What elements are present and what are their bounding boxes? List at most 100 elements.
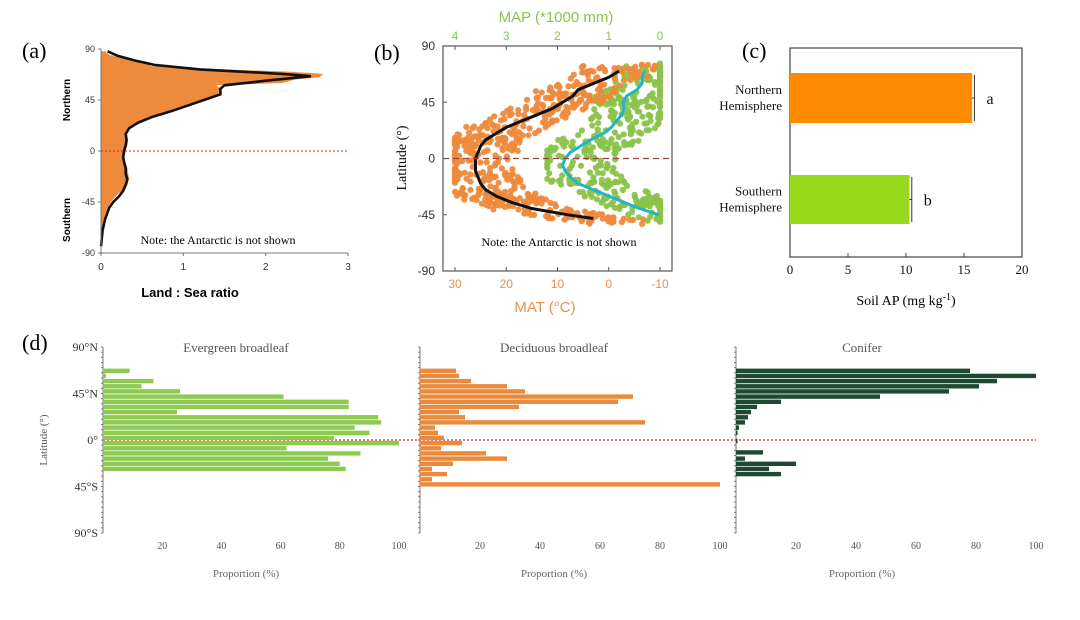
panel-b-map-point [597,157,604,164]
panel-b-top-tick-label: 2 [554,29,561,43]
panel-c-category-label: Southern [735,184,782,199]
panel-a-xtick-label: 2 [263,262,269,273]
panel-b-map-point [587,149,594,156]
panel-b-bottom-tick-label: -10 [651,277,669,291]
panel-d-bar [736,420,745,425]
panel-d-bar [736,456,745,461]
panel-b-mat-point [552,203,560,210]
panel-b-mat-point [532,88,540,95]
panel-b-map-point [654,121,661,128]
panel-b-map-point [639,113,646,120]
panel-d-xtick-label: 80 [971,541,981,552]
panel-b-map-point [631,191,638,198]
panel-b-map-point [604,181,611,188]
panel-b-label: (b) [374,40,400,65]
panel-b-map-point [620,131,627,138]
panel-a-label: (a) [22,38,46,63]
panel-d-ytick-label: 0° [87,433,98,447]
panel-d-bar [103,451,361,456]
panel-b-map-point [624,182,631,189]
panel-b-mat-point [538,89,545,96]
panel-b-map-point [633,200,641,207]
panel-b-top-tick-label: 4 [452,29,459,43]
panel-d-bar [420,415,465,420]
panel-a-ytick-label: -45 [82,197,95,207]
panel-d-bar [736,471,781,477]
panel-b-mat-point [505,203,512,210]
panel-b-mat-point [491,113,498,120]
panel-b-mat-point [627,77,634,84]
panel-b-mat-point [582,104,589,111]
panel-b-map-point [593,196,601,203]
panel-d-xtick-label: 60 [911,541,921,552]
panel-b-mat-point [532,190,539,197]
panel-b-mat-point [515,107,522,114]
panel-d-bar [103,420,382,425]
panel-d-bar [736,384,979,389]
panel-b-map-point [576,188,583,195]
panel-d-ytick-label: 45°N [73,387,99,401]
panel-b-map-point [656,102,664,109]
panel-b-map-point [629,127,636,135]
panel-b-map-point [605,177,612,184]
panel-d-bar [420,420,645,425]
panel-b-mat-point [486,116,494,123]
panel-b-map-point [604,145,611,152]
panel-d-ytick-label: 45°S [75,480,98,494]
panel-d-bar [103,415,379,420]
panel-b-mat-point [480,149,488,156]
panel-b-bottom-tick-label: 10 [551,277,565,291]
panel-b-mat-point [494,141,501,148]
panel-b-bottom-tick-label: 30 [448,277,462,291]
panel-b-map-point [555,136,562,144]
panel-d-bar [103,404,349,410]
panel-b-mat-point [611,65,618,72]
panel-d-xtick-label: 40 [535,541,545,552]
panel-b-map-point [588,193,595,200]
panel-c-xtick-label: 20 [1016,262,1029,277]
panel-b-ytick-label: 90 [422,39,436,53]
panel-b-mat-point [651,62,659,70]
panel-b-map-point [560,143,568,150]
panel-b-mat-point [620,65,627,72]
panel-b-map-point [647,213,654,220]
panel-b-mat-point [487,183,494,190]
panel-b-map-point [549,177,556,184]
panel-b-mat-point [461,169,468,176]
panel-b-mat-point [471,123,478,130]
panel-b-map-point [590,178,597,185]
panel-b-map-point [656,74,664,81]
panel-b-mat-point [477,131,484,138]
panel-d-bar [420,394,633,399]
panel-d-ylabel: Latitude (°) [38,414,50,465]
panel-b-mat-point [467,178,474,185]
panel-b-map-point [647,112,654,119]
panel-d-xlabel: Proportion (%) [213,568,280,580]
panel-b-mat-point [507,105,514,112]
panel-d-bar [420,399,618,404]
panel-d-bar [103,409,177,415]
panel-d-bar [103,461,340,466]
panel-d-bar [420,446,441,451]
panel-b-mat-point [636,68,643,75]
panel-c-category-label: Hemisphere [719,98,782,113]
panel-a-ytick-label: 45 [85,95,95,105]
panel-b-map-point [577,162,585,169]
panel-b-map-point [630,94,637,101]
panel-b-map-point [575,132,582,139]
panel-b-top-axis-label: MAP (*1000 mm) [499,9,614,26]
panel-b-mat-point [604,92,611,99]
panel-d-ytick-label: 90°S [75,526,98,540]
panel-a-area [101,51,324,247]
panel-b-mat-point [599,215,606,222]
panel-b-mat-point [559,112,566,120]
panel-b-ytick-label: -45 [418,208,436,222]
panel-b-mat-point [467,140,474,147]
panel-d-bar [736,373,1036,379]
panel-b-map-point [612,178,619,185]
panel-b-mat-point [551,91,558,98]
panel-b-map-point [656,109,664,116]
panel-d-bar [736,430,738,435]
